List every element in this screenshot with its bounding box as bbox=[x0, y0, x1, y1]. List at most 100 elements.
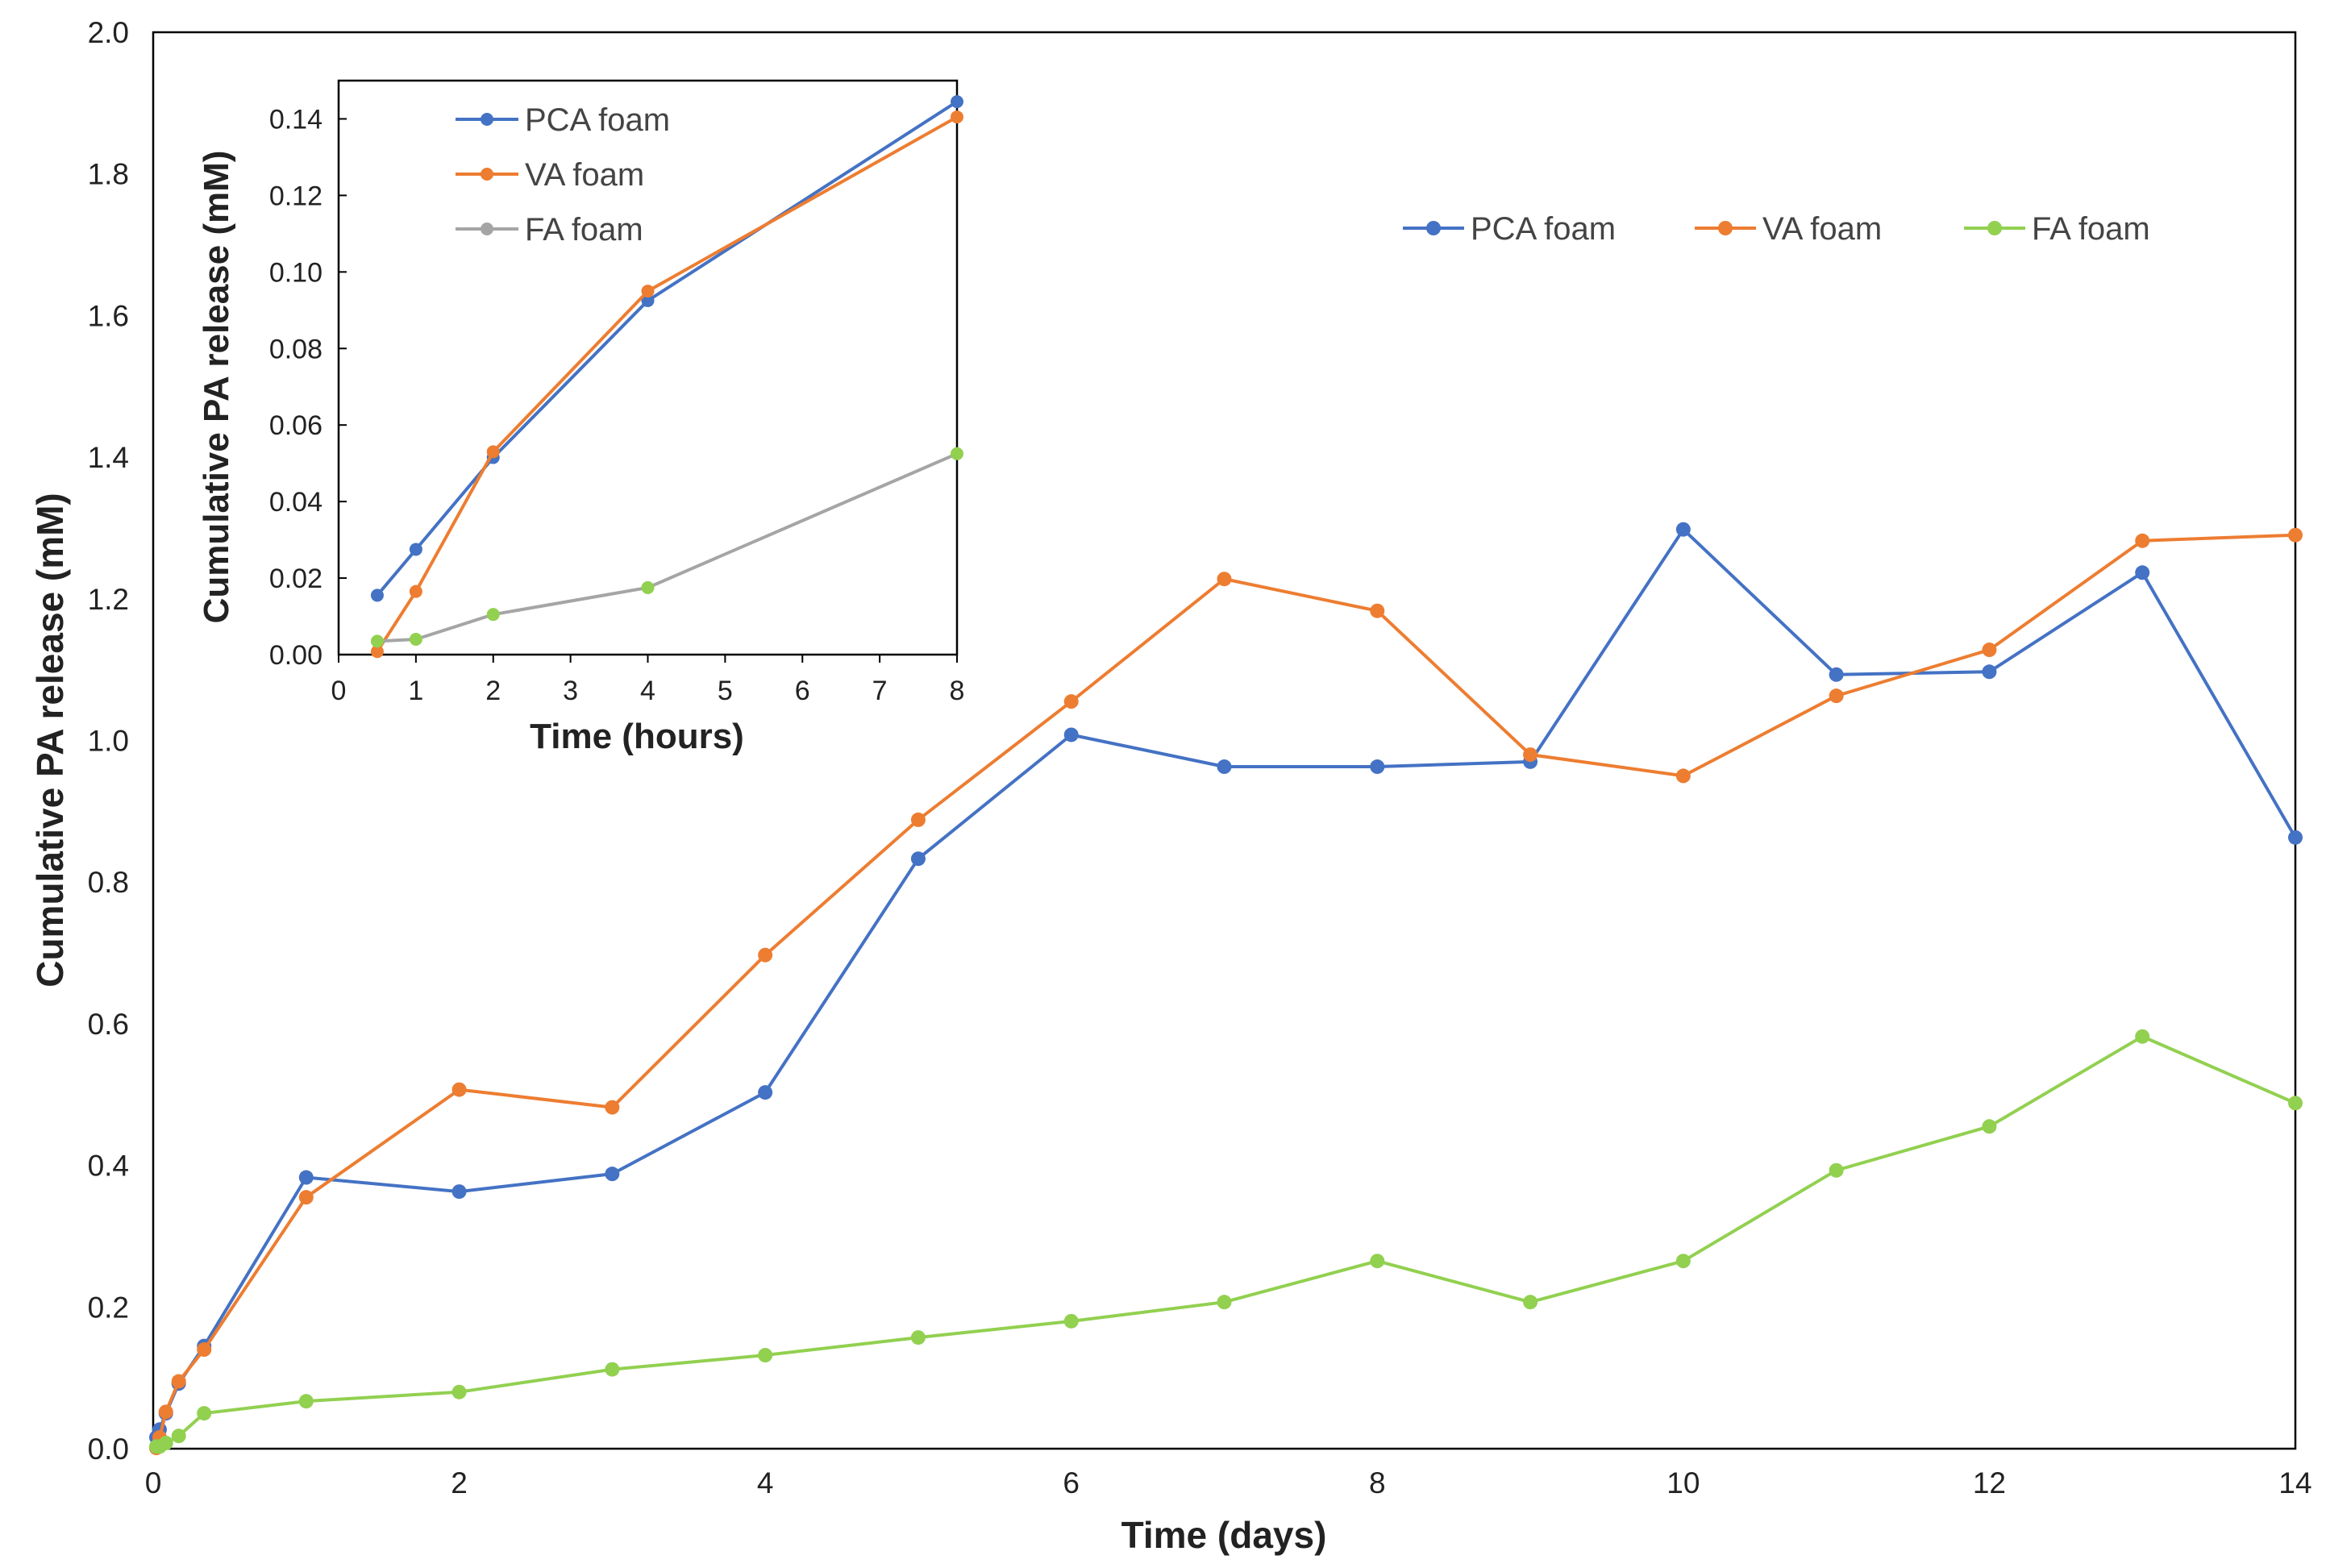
x-tick-label: 5 bbox=[718, 676, 733, 706]
x-tick-label: 10 bbox=[1666, 1466, 1700, 1499]
inset-y-axis: 0.00 0.02 0.04 0.06 0.08 0.10 0.12 0.14 bbox=[269, 104, 347, 671]
legend-swatch-marker bbox=[481, 113, 493, 126]
data-point-pca-foam bbox=[1982, 664, 1997, 680]
data-point-pca-foam bbox=[1675, 522, 1691, 537]
data-point-pca-foam bbox=[910, 851, 926, 867]
main-legend: PCA foam VA foam FA foam bbox=[1403, 211, 2150, 247]
data-point-pca-foam bbox=[1370, 759, 1385, 775]
y-tick-label: 0.10 bbox=[269, 257, 322, 288]
legend-item-fa-foam: FA foam bbox=[456, 212, 643, 247]
data-point-pca-foam bbox=[605, 1167, 620, 1182]
main-y-axis-title: Cumulative PA release (mM) bbox=[29, 493, 71, 988]
legend-swatch-marker bbox=[1718, 221, 1733, 235]
main-chart: 0.0 0.2 0.4 0.6 0.8 1.0 1.2 1.4 1.6 1.8 2.0 0 2 4 6 8 1… bbox=[29, 16, 2312, 1556]
data-point-fa-foam bbox=[171, 1429, 186, 1444]
data-point-va-foam bbox=[641, 285, 655, 298]
x-tick-label: 7 bbox=[872, 676, 888, 706]
y-tick-label: 1.8 bbox=[88, 158, 129, 191]
y-tick-label: 0.4 bbox=[88, 1150, 129, 1183]
data-point-va-foam bbox=[910, 812, 926, 827]
x-tick-label: 3 bbox=[563, 676, 578, 706]
data-point-fa-foam bbox=[158, 1435, 173, 1450]
data-point-fa-foam bbox=[197, 1406, 212, 1421]
series-line-fa-foam bbox=[156, 1034, 2296, 1449]
data-point-va-foam bbox=[370, 645, 384, 659]
inset-x-axis: 0 1 2 3 4 5 6 7 8 bbox=[331, 655, 964, 706]
data-point-fa-foam bbox=[1675, 1254, 1691, 1269]
y-tick-label: 0.06 bbox=[269, 410, 322, 441]
y-tick-label: 0.0 bbox=[88, 1433, 129, 1466]
data-point-fa-foam bbox=[1982, 1119, 1997, 1134]
inset-legend: PCA foam VA foam FA foam bbox=[456, 102, 670, 247]
series-va-foam bbox=[370, 110, 963, 659]
data-point-fa-foam bbox=[910, 1330, 926, 1345]
data-point-pca-foam bbox=[1829, 667, 1844, 682]
y-tick-label: 0.02 bbox=[269, 564, 322, 594]
inset-chart: 0.00 0.02 0.04 0.06 0.08 0.10 0.12 0.14 0 1 2 3 4 5 6… bbox=[197, 79, 964, 756]
data-point-pca-foam bbox=[370, 589, 384, 602]
x-tick-label: 2 bbox=[451, 1466, 468, 1499]
data-point-fa-foam bbox=[1063, 1313, 1079, 1329]
y-tick-label: 0.2 bbox=[88, 1291, 129, 1324]
y-tick-label: 2.0 bbox=[88, 16, 129, 49]
legend-label: FA foam bbox=[525, 212, 643, 247]
data-point-fa-foam bbox=[1370, 1254, 1385, 1269]
data-point-pca-foam bbox=[951, 95, 963, 109]
data-point-va-foam bbox=[758, 947, 773, 963]
data-point-fa-foam bbox=[758, 1348, 773, 1363]
data-point-fa-foam bbox=[298, 1394, 314, 1409]
main-y-axis: 0.0 0.2 0.4 0.6 0.8 1.0 1.2 1.4 1.6 1.8 2.0 bbox=[88, 16, 129, 1466]
data-point-va-foam bbox=[158, 1404, 173, 1420]
legend-label: VA foam bbox=[525, 157, 644, 193]
data-point-pca-foam bbox=[298, 1170, 314, 1185]
data-point-va-foam bbox=[486, 445, 500, 459]
x-tick-label: 6 bbox=[795, 676, 810, 706]
y-tick-label: 0.12 bbox=[269, 181, 322, 211]
inset-x-axis-title: Time (hours) bbox=[530, 717, 744, 756]
legend-item-va-foam: VA foam bbox=[1695, 211, 1882, 247]
main-plot-frame bbox=[152, 31, 2297, 1450]
inset-y-axis-title: Cumulative PA release (mM) bbox=[197, 151, 236, 624]
x-tick-label: 8 bbox=[1369, 1466, 1386, 1499]
data-point-va-foam bbox=[197, 1342, 212, 1358]
y-tick-label: 0.00 bbox=[269, 640, 322, 671]
data-point-pca-foam bbox=[758, 1085, 773, 1100]
legend-swatch-marker bbox=[1426, 221, 1441, 235]
main-x-axis: 0 2 4 6 8 10 12 14 bbox=[145, 1466, 2312, 1499]
data-point-va-foam bbox=[2288, 527, 2303, 543]
legend-item-pca-foam: PCA foam bbox=[456, 102, 670, 138]
x-tick-label: 4 bbox=[640, 676, 655, 706]
legend-label: FA foam bbox=[2032, 211, 2150, 247]
x-tick-label: 12 bbox=[1973, 1466, 2006, 1499]
y-tick-label: 0.08 bbox=[269, 334, 322, 364]
y-tick-label: 0.6 bbox=[88, 1008, 129, 1041]
data-point-va-foam bbox=[951, 110, 963, 124]
data-point-va-foam bbox=[298, 1190, 314, 1205]
x-tick-label: 4 bbox=[757, 1466, 774, 1499]
series-fa-foam bbox=[148, 1029, 2303, 1454]
inset-background bbox=[339, 81, 957, 655]
data-point-va-foam bbox=[1675, 768, 1691, 784]
legend-item-va-foam: VA foam bbox=[456, 157, 644, 193]
data-point-fa-foam bbox=[1829, 1162, 1844, 1178]
legend-label: PCA foam bbox=[525, 102, 670, 138]
series-va-foam bbox=[148, 527, 2303, 1456]
main-x-axis-title: Time (days) bbox=[1121, 1514, 1327, 1556]
data-point-pca-foam bbox=[409, 543, 422, 556]
legend-swatch-marker bbox=[481, 168, 493, 181]
data-point-va-foam bbox=[1829, 688, 1844, 704]
y-tick-label: 1.4 bbox=[88, 441, 129, 474]
data-point-va-foam bbox=[1370, 603, 1385, 618]
data-point-pca-foam bbox=[1063, 727, 1079, 742]
y-tick-label: 0.14 bbox=[269, 104, 322, 135]
x-tick-label: 6 bbox=[1063, 1466, 1080, 1499]
data-point-fa-foam bbox=[409, 633, 422, 647]
legend-label: PCA foam bbox=[1471, 211, 1616, 247]
data-point-pca-foam bbox=[2288, 830, 2303, 845]
x-tick-label: 0 bbox=[331, 676, 347, 706]
inset-series-group bbox=[370, 95, 963, 659]
data-point-fa-foam bbox=[370, 634, 384, 648]
x-tick-label: 14 bbox=[2278, 1466, 2311, 1499]
legend-label: VA foam bbox=[1762, 211, 1882, 247]
legend-item-fa-foam: FA foam bbox=[1964, 211, 2150, 247]
